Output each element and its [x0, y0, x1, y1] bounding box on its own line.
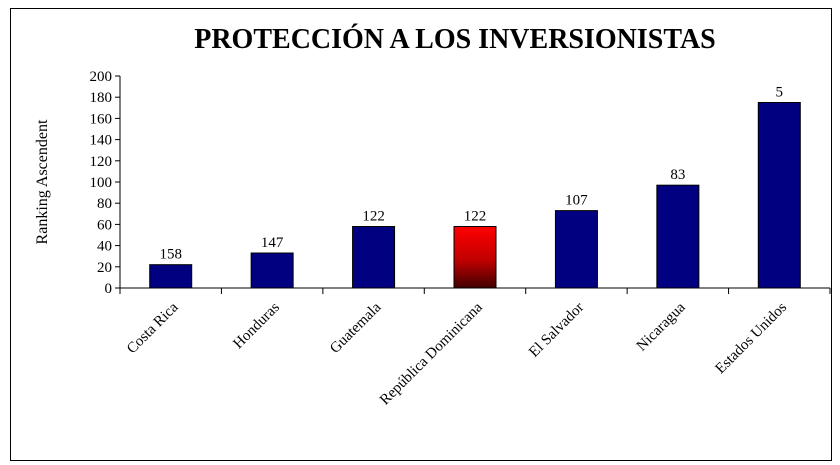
y-axis-label: Ranking Ascendent — [34, 119, 51, 244]
bar — [352, 226, 396, 289]
chart-frame — [10, 8, 832, 461]
bar-annotation: 158 — [159, 247, 182, 263]
y-tick-label: 60 — [97, 217, 112, 233]
y-tick-label: 120 — [90, 154, 113, 170]
y-tick-label: 20 — [97, 260, 112, 276]
bar-annotation: 122 — [464, 209, 487, 225]
y-tick-label: 80 — [97, 196, 112, 212]
chart-title: PROTECCIÓN A LOS INVERSIONISTAS — [194, 24, 716, 55]
y-tick-label: 0 — [105, 281, 113, 297]
y-tick-label: 180 — [90, 90, 113, 106]
bar — [757, 102, 801, 289]
bar-annotation: 122 — [362, 209, 385, 225]
bar — [453, 226, 497, 289]
y-tick-label: 160 — [90, 111, 113, 127]
bar — [250, 252, 294, 289]
bar-annotation: 83 — [670, 167, 685, 183]
bar-annotation: 5 — [776, 85, 784, 101]
bar-annotation: 107 — [565, 193, 588, 209]
y-tick-label: 100 — [90, 175, 113, 191]
bar — [656, 184, 700, 289]
bar — [554, 210, 598, 289]
y-tick-label: 200 — [90, 69, 113, 85]
bar-annotation: 147 — [261, 235, 284, 251]
bar — [149, 264, 193, 289]
y-tick-label: 40 — [97, 239, 112, 255]
y-tick-label: 140 — [90, 133, 113, 149]
